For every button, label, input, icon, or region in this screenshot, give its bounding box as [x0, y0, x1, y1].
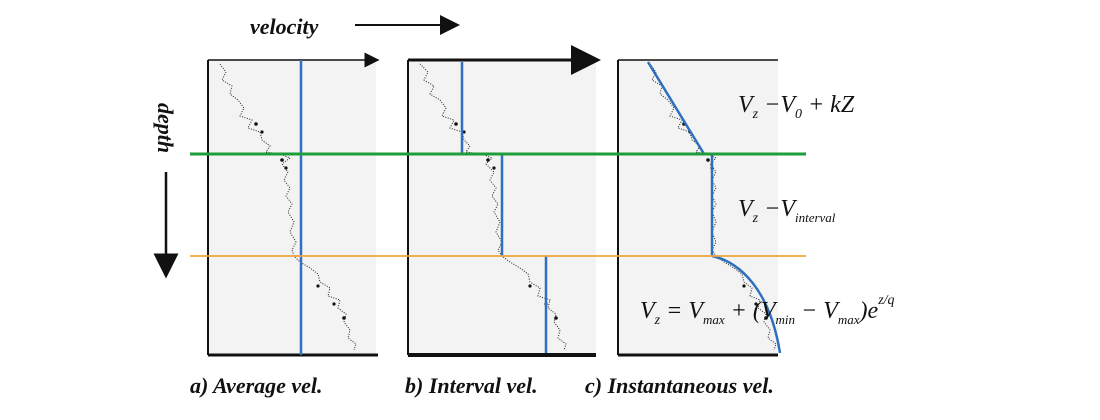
panel-c-bg — [618, 60, 778, 355]
interval-velocity-steps — [460, 62, 548, 353]
equation-interval: Vz −Vinterval — [738, 196, 836, 226]
caption-average: a) Average vel. — [190, 373, 323, 398]
panel-c-log-trace — [649, 63, 777, 351]
instantaneous-velocity-curve — [646, 61, 782, 354]
panel-a-frame — [207, 52, 380, 357]
panel-a-log-trace — [219, 63, 357, 351]
caption-instantaneous: c) Instantaneous vel. — [585, 373, 774, 398]
equation-linear: Vz −V0 + kZ — [738, 92, 855, 122]
panel-a-bg — [208, 60, 376, 355]
caption-interval: b) Interval vel. — [405, 373, 538, 398]
velocity-label: velocity — [250, 14, 319, 39]
depth-label: depth — [153, 103, 178, 153]
panel-c-frame — [617, 59, 778, 357]
panel-b-frame — [407, 45, 601, 357]
equation-exponential: Vz = Vmax + (Vmin − Vmax)ez/q — [640, 293, 895, 328]
